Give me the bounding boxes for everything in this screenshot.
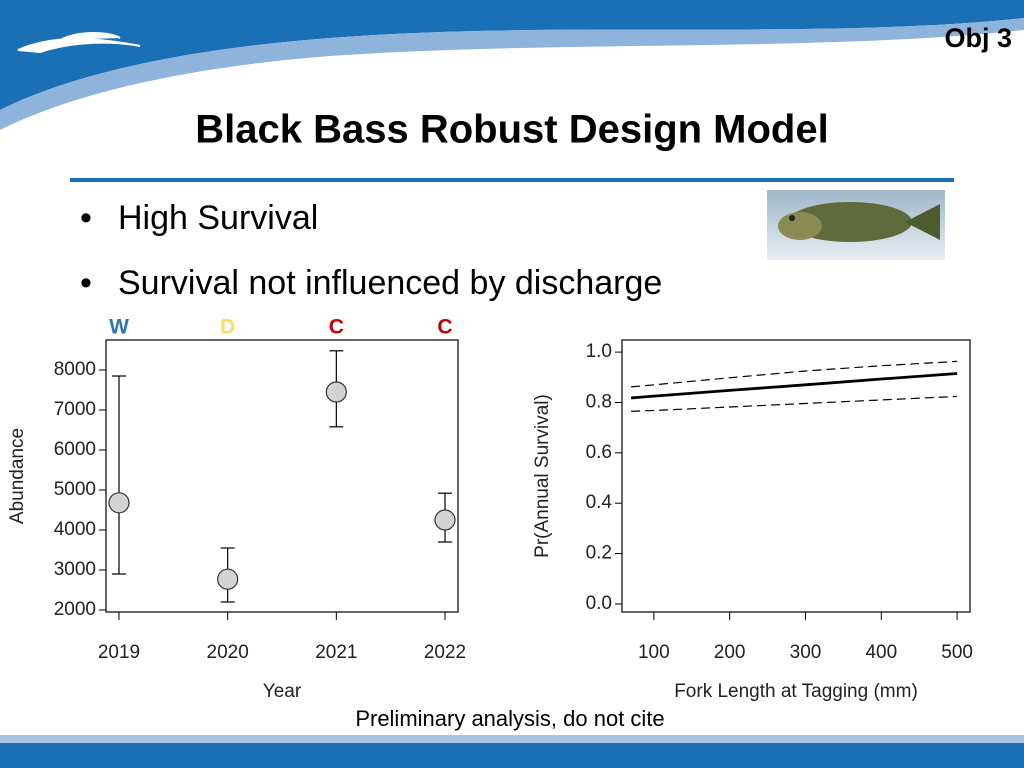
plot-frame bbox=[105, 339, 459, 613]
y-tick-label: 2000 bbox=[54, 599, 96, 620]
logo bbox=[17, 32, 141, 54]
x-axis-title: Year bbox=[263, 681, 302, 702]
y-tick-label: 8000 bbox=[54, 359, 96, 380]
y-axis-title: Pr(Annual Survival) bbox=[532, 394, 553, 558]
y-tick-label: 0.8 bbox=[586, 391, 612, 412]
condition-label: C bbox=[329, 316, 344, 339]
point bbox=[217, 568, 239, 590]
point bbox=[434, 509, 456, 531]
x-tick-label: 2022 bbox=[424, 642, 466, 663]
y-tick-label: 7000 bbox=[54, 399, 96, 420]
y-tick-label: 5000 bbox=[54, 479, 96, 500]
header-wave-light bbox=[0, 18, 1024, 130]
y-tick-label: 3000 bbox=[54, 559, 96, 580]
point bbox=[325, 381, 347, 403]
y-tick-label: 0.6 bbox=[586, 442, 612, 463]
y-tick-label: 4000 bbox=[54, 519, 96, 540]
plot-frame bbox=[621, 339, 971, 613]
x-axis-title: Fork Length at Tagging (mm) bbox=[674, 681, 918, 702]
footnote: Preliminary analysis, do not cite bbox=[355, 706, 664, 731]
objective-tag: Obj 3 bbox=[944, 23, 1012, 53]
x-tick-label: 2019 bbox=[98, 642, 140, 663]
x-tick-label: 400 bbox=[865, 642, 897, 663]
title-rule bbox=[70, 178, 954, 182]
x-tick-label: 2020 bbox=[207, 642, 249, 663]
condition-label: C bbox=[437, 316, 452, 339]
y-tick-label: 0.2 bbox=[586, 543, 612, 564]
y-tick-label: 6000 bbox=[54, 439, 96, 460]
slide-title: Black Bass Robust Design Model bbox=[195, 108, 828, 152]
point bbox=[108, 492, 130, 514]
fit-line bbox=[630, 372, 958, 400]
bullet-dot: • bbox=[80, 264, 92, 302]
header-wave bbox=[0, 0, 1024, 110]
condition-label: D bbox=[220, 316, 235, 339]
fish-photo bbox=[767, 190, 945, 260]
bullet-dot: • bbox=[80, 199, 92, 237]
y-tick-label: 0.0 bbox=[586, 593, 612, 614]
x-tick-label: 500 bbox=[941, 642, 973, 663]
x-tick-label: 200 bbox=[714, 642, 746, 663]
bullet: Survival not influenced by discharge bbox=[118, 264, 662, 302]
y-tick-label: 0.4 bbox=[586, 492, 613, 513]
y-tick-label: 1.0 bbox=[586, 341, 612, 362]
bullet: High Survival bbox=[118, 199, 318, 237]
y-axis-title: Abundance bbox=[7, 428, 28, 524]
footer-band-light bbox=[0, 735, 1024, 743]
x-tick-label: 100 bbox=[638, 642, 670, 663]
confidence-line bbox=[631, 395, 958, 412]
footer-band bbox=[0, 743, 1024, 768]
condition-label: W bbox=[109, 316, 129, 339]
x-tick-label: 300 bbox=[790, 642, 822, 663]
confidence-line bbox=[631, 360, 958, 388]
x-tick-label: 2021 bbox=[315, 642, 357, 663]
